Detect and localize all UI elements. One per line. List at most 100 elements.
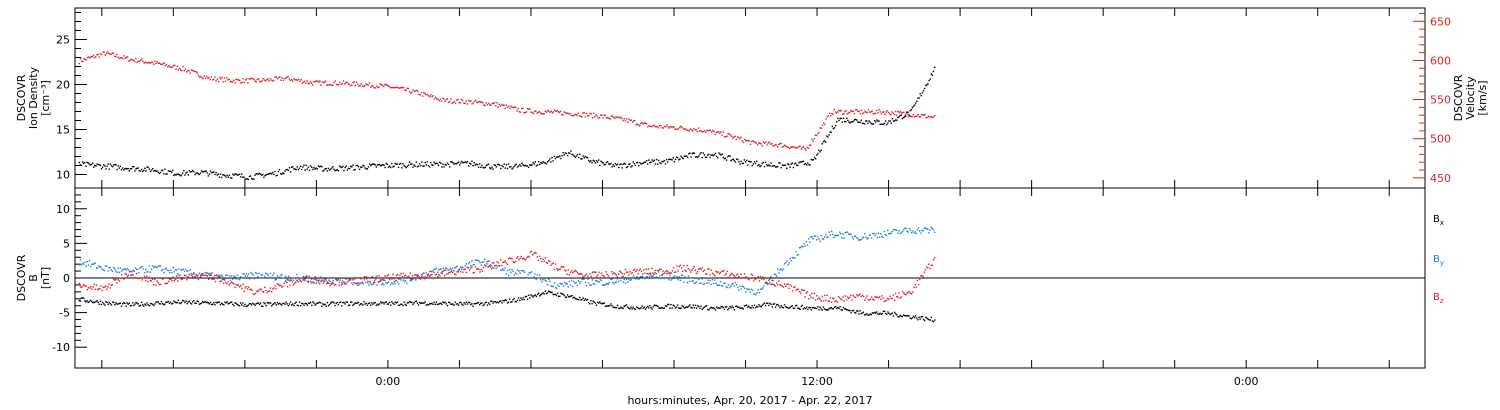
velocity-point bbox=[400, 86, 402, 89]
density-point bbox=[620, 163, 622, 165]
bz-point bbox=[840, 298, 842, 300]
bz-point bbox=[130, 274, 132, 277]
bx-point bbox=[499, 300, 501, 303]
velocity-point bbox=[571, 114, 574, 117]
bx-point bbox=[554, 293, 557, 296]
density-point bbox=[751, 165, 753, 167]
by-point bbox=[410, 280, 412, 282]
density-point bbox=[378, 164, 381, 166]
density-point bbox=[799, 161, 801, 163]
density-point bbox=[423, 165, 425, 167]
density-point bbox=[347, 167, 350, 169]
by-point bbox=[874, 234, 876, 237]
velocity-point bbox=[372, 85, 374, 87]
density-point bbox=[628, 163, 630, 165]
bx-point bbox=[421, 302, 423, 304]
bx-point bbox=[110, 304, 113, 306]
velocity-point bbox=[161, 63, 163, 66]
bx-point bbox=[247, 304, 249, 306]
by-point bbox=[777, 268, 779, 270]
bx-point bbox=[934, 319, 936, 321]
bx-point bbox=[578, 299, 580, 301]
by-point bbox=[717, 284, 719, 287]
by-point bbox=[496, 266, 498, 268]
by-point bbox=[930, 226, 932, 228]
density-point bbox=[867, 122, 869, 125]
bx-point bbox=[714, 309, 717, 311]
bz-point bbox=[155, 284, 157, 286]
bz-point bbox=[677, 270, 679, 272]
by-point bbox=[275, 278, 277, 281]
density-point bbox=[767, 165, 769, 167]
bz-point bbox=[145, 280, 147, 282]
bz-point bbox=[400, 272, 402, 275]
density-point bbox=[99, 164, 102, 167]
density-point bbox=[563, 154, 565, 156]
by-point bbox=[625, 278, 628, 281]
by-point bbox=[146, 271, 148, 273]
bz-point bbox=[763, 278, 765, 281]
bx-point bbox=[862, 311, 865, 313]
bx-point bbox=[725, 306, 728, 308]
density-point bbox=[154, 169, 156, 172]
bz-point bbox=[711, 272, 714, 274]
density-point bbox=[737, 158, 739, 161]
bz-point bbox=[519, 257, 521, 259]
density-point bbox=[746, 159, 748, 162]
density-point bbox=[457, 161, 460, 163]
bx-point bbox=[553, 293, 555, 296]
bz-point bbox=[639, 268, 641, 270]
by-point bbox=[621, 276, 623, 278]
bz-point bbox=[526, 256, 528, 259]
density-point bbox=[649, 161, 651, 164]
by-point bbox=[102, 269, 104, 271]
by-point bbox=[124, 268, 126, 270]
bx-point bbox=[241, 304, 243, 306]
bz-point bbox=[742, 277, 745, 279]
by-point bbox=[497, 265, 500, 267]
velocity-point bbox=[653, 124, 655, 126]
bz-point bbox=[701, 267, 703, 269]
bx-point bbox=[203, 301, 205, 304]
bz-point bbox=[845, 299, 848, 301]
bz-point bbox=[616, 276, 619, 278]
density-point bbox=[652, 160, 654, 163]
density-point bbox=[601, 161, 603, 164]
bx-point bbox=[872, 312, 875, 314]
bz-point bbox=[882, 297, 884, 299]
bz-point bbox=[549, 260, 551, 263]
bx-point bbox=[528, 294, 530, 296]
bz-point bbox=[304, 278, 306, 280]
density-point bbox=[532, 161, 534, 164]
density-point bbox=[271, 173, 273, 175]
velocity-point bbox=[791, 146, 793, 148]
bz-point bbox=[232, 282, 234, 284]
bx-point bbox=[506, 302, 509, 304]
by-point bbox=[876, 236, 879, 239]
density-point bbox=[707, 154, 709, 156]
bz-point bbox=[154, 278, 156, 281]
velocity-point bbox=[144, 61, 146, 63]
bz-point bbox=[461, 268, 463, 270]
density-point bbox=[91, 162, 94, 164]
velocity-point bbox=[552, 111, 555, 113]
velocity-point bbox=[110, 53, 112, 56]
density-point bbox=[793, 163, 796, 165]
bz-point bbox=[195, 274, 197, 276]
bx-point bbox=[354, 302, 356, 304]
by-point bbox=[246, 275, 249, 277]
bx-point bbox=[492, 302, 494, 304]
density-point bbox=[475, 163, 478, 165]
by-point bbox=[474, 259, 477, 261]
bx-point bbox=[440, 302, 442, 304]
by-point bbox=[320, 276, 322, 278]
density-point bbox=[619, 163, 621, 166]
by-point bbox=[333, 277, 336, 279]
velocity-point bbox=[233, 79, 235, 81]
density-point bbox=[517, 165, 520, 167]
velocity-point bbox=[869, 111, 871, 113]
bx-point bbox=[414, 300, 416, 303]
by-point bbox=[812, 238, 814, 240]
bx-point bbox=[444, 301, 446, 303]
density-point bbox=[748, 160, 750, 162]
